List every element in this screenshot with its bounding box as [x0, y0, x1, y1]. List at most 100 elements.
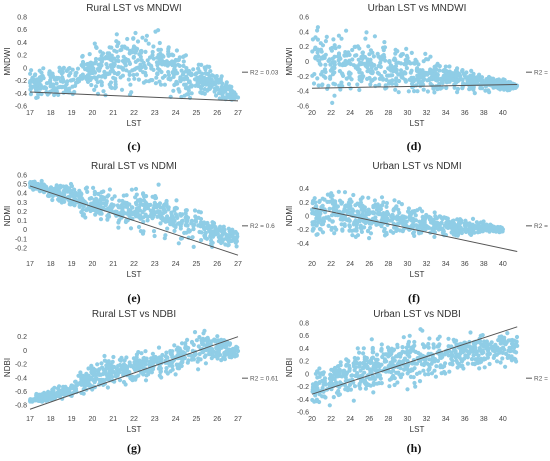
data-point [421, 87, 426, 92]
data-point [42, 395, 47, 400]
y-axis-label: NDMI [3, 206, 12, 226]
x-tick-label: 26 [365, 110, 373, 117]
data-point [359, 226, 364, 231]
data-point [171, 215, 176, 220]
point-cloud [310, 25, 520, 105]
x-tick-label: 36 [461, 110, 469, 117]
data-point [199, 338, 204, 343]
x-tick-label: 18 [47, 261, 55, 268]
y-tick-label: 0 [305, 214, 309, 221]
x-tick-label: 38 [480, 416, 488, 423]
panel-letter: (g) [127, 441, 141, 455]
data-point [499, 225, 504, 230]
data-point [336, 51, 342, 56]
data-point [179, 68, 184, 73]
data-point [484, 339, 489, 344]
data-point [125, 36, 130, 42]
data-point [93, 208, 98, 213]
data-point [112, 86, 117, 91]
data-point [426, 341, 431, 347]
data-point [357, 203, 363, 208]
data-point [483, 356, 488, 361]
data-point [328, 46, 333, 51]
data-point [114, 39, 119, 44]
data-point [396, 207, 401, 212]
data-point [382, 40, 387, 45]
data-point [359, 61, 364, 67]
data-point [331, 395, 336, 400]
data-point [108, 204, 113, 209]
data-point [426, 225, 432, 230]
data-point [73, 71, 78, 76]
data-point [430, 72, 435, 77]
data-point [79, 210, 84, 215]
data-point [134, 72, 140, 77]
data-point [431, 342, 436, 347]
data-point [91, 185, 96, 190]
data-point [171, 88, 176, 93]
data-point [221, 90, 226, 95]
data-point [367, 221, 372, 226]
data-point [316, 218, 321, 223]
data-point [72, 195, 77, 200]
data-point [141, 192, 146, 197]
data-point [310, 211, 315, 216]
data-point [123, 363, 128, 368]
data-point [432, 234, 437, 239]
y-tick-label: 0.6 [299, 15, 309, 22]
data-point [78, 380, 83, 385]
data-point [351, 192, 356, 198]
data-point [92, 87, 97, 92]
data-point [358, 368, 363, 373]
data-point [478, 86, 483, 91]
data-point [57, 65, 62, 70]
data-point [327, 206, 332, 211]
data-point [143, 200, 148, 205]
data-point [219, 239, 224, 244]
data-point [153, 196, 158, 201]
data-point [418, 221, 424, 226]
data-point [119, 87, 125, 92]
x-axis-label: LST [127, 119, 142, 128]
data-point [405, 371, 410, 376]
x-tick-label: 40 [499, 261, 507, 268]
data-point [181, 63, 186, 68]
x-tick-label: 40 [499, 110, 507, 117]
data-point [406, 341, 411, 347]
data-point [75, 66, 81, 71]
data-point [392, 382, 397, 388]
data-point [186, 80, 192, 85]
data-point [80, 64, 86, 69]
x-tick-label: 30 [404, 110, 412, 117]
data-point [200, 83, 205, 88]
data-point [392, 225, 397, 230]
data-point [328, 376, 333, 381]
data-point [181, 59, 186, 64]
data-point [104, 363, 109, 368]
data-point [454, 338, 459, 343]
x-tick-label: 32 [423, 261, 431, 268]
data-point [408, 368, 413, 374]
data-point [444, 75, 449, 80]
data-point [469, 349, 474, 354]
data-point [118, 75, 123, 80]
data-point [28, 92, 33, 97]
y-tick-label: -0.2 [297, 384, 309, 391]
data-point [127, 214, 132, 219]
data-point [414, 371, 420, 376]
data-point [28, 87, 33, 92]
data-point [85, 382, 90, 388]
data-point [361, 360, 366, 365]
data-point [139, 48, 144, 54]
data-point [146, 41, 151, 46]
data-point [174, 198, 179, 203]
x-tick-label: 27 [234, 416, 242, 423]
x-tick-label: 28 [384, 416, 392, 423]
data-point [173, 372, 178, 377]
data-point [494, 359, 500, 364]
data-point [38, 86, 43, 91]
data-point [360, 50, 365, 56]
data-point [437, 64, 442, 69]
x-axis-label: LST [410, 119, 425, 128]
data-point [444, 78, 449, 83]
